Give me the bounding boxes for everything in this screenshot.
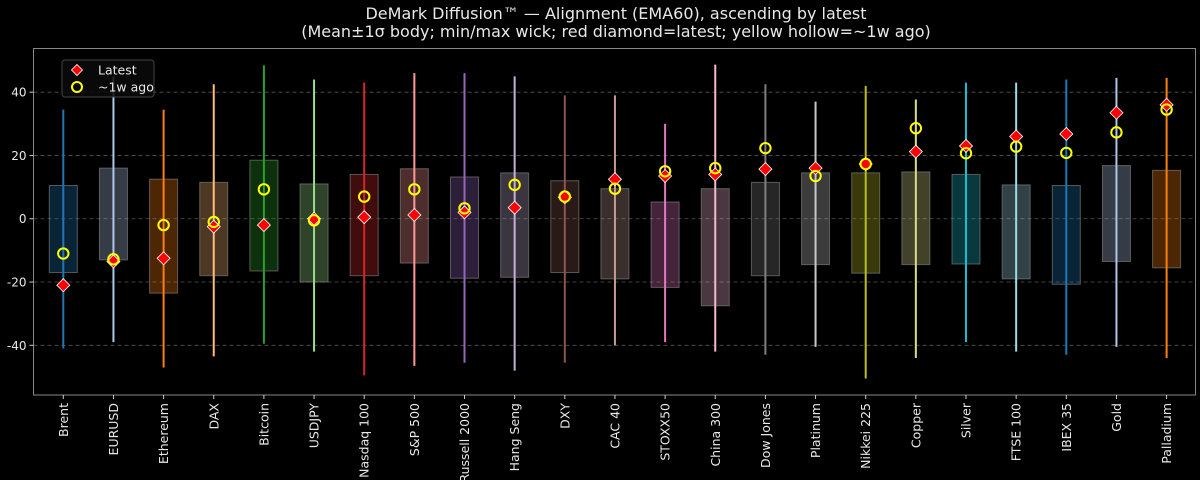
legend-latest-label: Latest — [98, 63, 137, 78]
latest-marker — [758, 161, 773, 177]
series-dxy — [550, 95, 580, 363]
legend-box — [61, 59, 155, 98]
x-tick-label: CAC 40 — [607, 403, 622, 449]
x-tick-label: Bitcoin — [256, 403, 271, 446]
week-ago-marker — [558, 190, 571, 203]
x-tick-label: DAX — [206, 403, 221, 430]
latest-marker — [357, 210, 372, 225]
week-ago-marker — [709, 161, 722, 175]
series-s-p-500 — [399, 73, 429, 366]
week-ago-marker — [1160, 103, 1173, 116]
series-eurusd — [98, 76, 128, 343]
week-ago-marker — [909, 122, 923, 135]
week-ago-marker — [207, 215, 220, 229]
y-tick-label: -20 — [7, 276, 27, 290]
series-silver — [951, 82, 981, 343]
x-tick-label: EURUSD — [106, 403, 121, 455]
series-dax — [199, 84, 229, 357]
y-tick-label: -40 — [7, 339, 27, 353]
week-ago-marker — [1009, 140, 1023, 153]
week-ago-marker — [759, 141, 772, 155]
series-nasdaq-100 — [349, 82, 379, 376]
week-ago-marker — [1110, 126, 1123, 139]
legend-week-ago-marker — [71, 81, 83, 93]
week-ago-marker — [959, 147, 973, 160]
latest-marker — [1059, 126, 1074, 142]
week-ago-marker — [107, 253, 120, 266]
x-tick-label: S&P 500 — [407, 403, 422, 456]
week-ago-marker — [658, 165, 672, 178]
y-tick-label: 20 — [11, 149, 26, 163]
latest-marker — [56, 278, 71, 293]
series-usdjpy — [299, 79, 329, 352]
x-tick-label: Brent — [56, 403, 71, 437]
y-tick-label: 40 — [11, 86, 26, 100]
week-ago-marker — [608, 182, 622, 195]
series-copper — [901, 99, 931, 358]
series-ibex-35 — [1051, 79, 1081, 355]
y-axis: -40 -20 0 20 40 — [7, 86, 34, 353]
x-tick-label: Dow Jones — [758, 403, 773, 468]
series-russell-2000 — [450, 73, 479, 363]
latest-marker — [1009, 129, 1024, 144]
week-ago-marker — [157, 218, 170, 232]
week-ago-marker — [257, 183, 271, 196]
series-stoxx50 — [650, 123, 680, 343]
series-platinum — [801, 101, 831, 347]
legend-week-ago-label: ~1w ago — [98, 80, 154, 95]
week-ago-marker — [458, 202, 471, 215]
series-palladium — [1152, 77, 1182, 358]
legend: Latest ~1w ago — [61, 59, 155, 98]
series-ethereum — [149, 109, 179, 368]
latest-marker — [507, 200, 522, 215]
x-tick-label: Platinum — [808, 403, 823, 458]
latest-marker — [607, 172, 623, 187]
x-tick-label: Copper — [908, 402, 923, 448]
x-tick-label: FTSE 100 — [1009, 403, 1024, 461]
series-bitcoin — [249, 65, 279, 344]
series-brent — [48, 109, 78, 349]
series-gold — [1101, 77, 1131, 347]
marks — [48, 64, 1182, 379]
series-dow-jones — [750, 84, 780, 355]
week-ago-marker — [408, 183, 421, 196]
x-tick-label: Nasdaq 100 — [357, 403, 372, 478]
week-ago-marker — [859, 157, 872, 171]
week-ago-marker — [809, 169, 822, 183]
latest-marker — [256, 218, 271, 233]
week-ago-marker — [1060, 146, 1073, 160]
x-tick-label: Russell 2000 — [457, 403, 472, 480]
week-ago-marker — [358, 190, 371, 203]
chart-title: DeMark Diffusion™ — Alignment (EMA60), a… — [365, 4, 866, 23]
series-ftse-100 — [1001, 82, 1031, 352]
latest-marker — [1109, 105, 1124, 120]
x-tick-label: IBEX 35 — [1059, 403, 1074, 452]
latest-marker — [908, 144, 923, 159]
week-ago-marker — [508, 178, 521, 192]
x-tick-label: STOXX50 — [658, 403, 673, 461]
x-tick-label: Gold — [1109, 403, 1124, 432]
x-tick-label: Ethereum — [156, 403, 171, 464]
series-china-300 — [700, 64, 730, 352]
series-nikkei-225 — [851, 85, 881, 379]
x-tick-label: China 300 — [708, 403, 723, 467]
x-tick-label: USDJPY — [307, 403, 322, 449]
week-ago-marker — [57, 247, 70, 260]
chart-subtitle: (Mean±1σ body; min/max wick; red diamond… — [301, 22, 931, 41]
y-tick-label: 0 — [19, 212, 27, 226]
latest-marker — [808, 161, 823, 176]
x-tick-label: Hang Seng — [507, 403, 522, 471]
latest-marker — [407, 207, 422, 223]
series-hang-seng — [500, 76, 530, 371]
x-tick-label: Silver — [959, 402, 974, 438]
x-tick-label: Palladium — [1159, 403, 1174, 464]
week-ago-marker — [307, 214, 321, 227]
series-cac-40 — [600, 95, 630, 346]
x-tick-label: DXY — [557, 403, 572, 429]
legend-latest-marker — [70, 63, 84, 77]
x-tick-label: Nikkei 225 — [858, 403, 873, 469]
x-axis: Brent EURUSD Ethereum DAX Bitcoin USDJPY Nasda… — [56, 395, 1174, 480]
latest-marker — [156, 251, 171, 266]
